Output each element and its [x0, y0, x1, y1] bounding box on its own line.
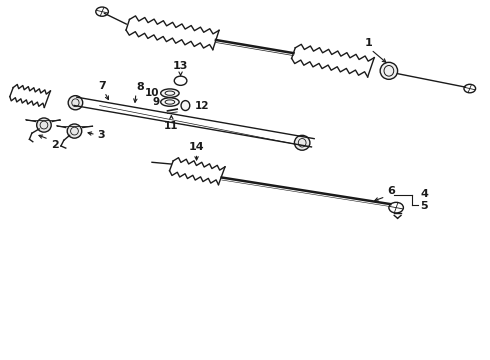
Text: 10: 10 [145, 88, 159, 98]
Ellipse shape [294, 135, 310, 150]
Text: 7: 7 [98, 81, 106, 91]
Text: 3: 3 [97, 130, 105, 140]
Ellipse shape [161, 98, 179, 106]
Ellipse shape [161, 89, 179, 98]
Text: 2: 2 [51, 140, 59, 150]
Text: 12: 12 [195, 100, 210, 111]
Text: 9: 9 [152, 97, 159, 107]
Ellipse shape [380, 62, 397, 79]
Text: 1: 1 [365, 38, 372, 48]
Text: 8: 8 [136, 82, 144, 92]
Text: 11: 11 [164, 121, 179, 131]
Ellipse shape [181, 100, 190, 111]
Text: 5: 5 [420, 201, 428, 211]
Text: 6: 6 [387, 186, 395, 196]
Ellipse shape [37, 118, 51, 132]
Ellipse shape [67, 124, 82, 138]
Ellipse shape [68, 96, 83, 110]
Text: 4: 4 [420, 189, 428, 199]
Text: 14: 14 [189, 142, 204, 152]
Text: 13: 13 [173, 61, 188, 71]
